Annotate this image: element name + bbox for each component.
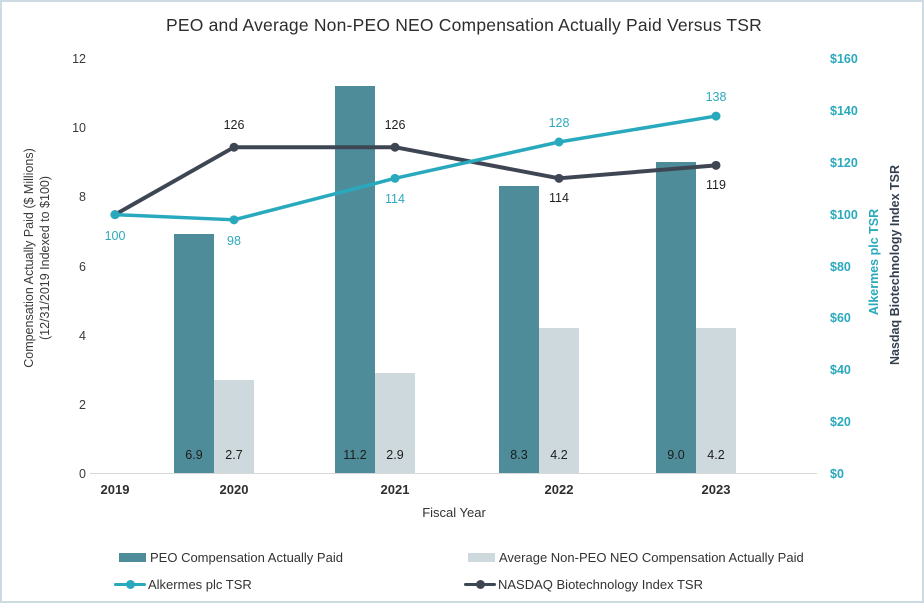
left-axis-tick-label: 2 (79, 397, 86, 412)
line-marker (110, 210, 120, 220)
right-axis-tick-label: $0 (830, 467, 844, 481)
line-point-label: 128 (548, 116, 570, 130)
peo-bar-swatch (119, 552, 146, 562)
bar-avg-neo-2020 (214, 379, 254, 473)
line-point-label: 126 (384, 118, 406, 133)
line-point-label: 119 (706, 178, 726, 193)
x-axis-category-label: 2023 (701, 482, 731, 497)
x-axis-category-label: 2022 (544, 482, 574, 497)
x-axis-title: Fiscal Year (422, 505, 486, 520)
bar-value-label: 8.3 (510, 448, 528, 462)
line-marker (711, 160, 721, 170)
legend-item-nasdaq-tsr: NASDAQ Biotechnology Index TSR (464, 576, 703, 592)
avg-neo-bar-swatch (468, 552, 495, 562)
alkermes-line-swatch (114, 579, 146, 589)
line-point-label: 138 (705, 90, 727, 105)
left-axis-tick-label: 6 (79, 259, 86, 274)
x-axis-category-label: 2020 (219, 482, 249, 497)
right-axis-title-nasdaq: Nasdaq Biotechnology Index TSR (888, 164, 902, 366)
bar-value-label: 6.9 (185, 448, 203, 462)
right-axis-tick-label: $120 (830, 155, 858, 170)
bar-peo-2023 (656, 161, 696, 473)
line-marker (110, 210, 120, 220)
x-axis-category-label: 2019 (100, 482, 130, 497)
legend-item-alkermes-tsr: Alkermes plc TSR (114, 576, 252, 592)
line-point-label: 100 (104, 228, 126, 243)
left-axis-tick-label: 4 (79, 328, 86, 343)
bar-avg-neo-2022 (539, 327, 579, 473)
bar-avg-neo-2023 (696, 327, 736, 473)
left-axis-tick-label: 0 (79, 467, 86, 481)
bar-value-label: 2.9 (386, 448, 404, 462)
legend-item-peo-compensation: PEO Compensation Actually Paid (119, 549, 343, 565)
right-axis-tick-label: $20 (830, 415, 851, 430)
bar-peo-2022 (499, 185, 539, 473)
x-axis-line (90, 473, 817, 474)
right-axis-tick-label: $40 (830, 363, 851, 378)
nasdaq-line-swatch (464, 579, 496, 589)
line-point-label: 114 (549, 191, 569, 206)
bar-peo-2020 (174, 234, 214, 473)
line-marker (229, 215, 239, 225)
bar-value-label: 9.0 (667, 448, 685, 462)
bar-peo-2021 (335, 85, 375, 473)
x-axis-category-label: 2021 (380, 482, 410, 497)
legend-label-avg-neo: Average Non-PEO NEO Compensation Actuall… (499, 549, 804, 565)
right-axis-tick-label: $80 (830, 259, 851, 274)
legend-label-nasdaq: NASDAQ Biotechnology Index TSR (498, 576, 703, 592)
right-axis-tick-label: $100 (830, 207, 858, 222)
bar-value-label: 2.7 (225, 448, 243, 462)
left-axis-tick-label: 12 (72, 52, 86, 66)
bar-value-label: 4.2 (707, 448, 725, 462)
bar-avg-neo-2021 (375, 372, 415, 473)
line-marker (554, 137, 564, 147)
chart-title: PEO and Average Non-PEO NEO Compensation… (166, 15, 762, 35)
left-axis-title-line1: Compensation Actually Paid ($ Millions) (22, 148, 36, 368)
line-marker (229, 142, 239, 152)
line-point-label: 98 (227, 233, 241, 248)
right-axis-tick-label: $140 (830, 103, 858, 118)
line-point-label: 126 (223, 118, 245, 133)
line-marker (390, 142, 400, 152)
legend-item-avg-neo-compensation: Average Non-PEO NEO Compensation Actuall… (468, 549, 804, 565)
bar-value-label: 4.2 (550, 448, 568, 462)
left-axis-tick-label: 10 (72, 121, 86, 136)
line-marker (554, 173, 564, 183)
legend-label-peo: PEO Compensation Actually Paid (150, 549, 343, 565)
line-point-label: 114 (385, 192, 405, 207)
legend-label-alkermes: Alkermes plc TSR (148, 576, 252, 592)
line-marker (711, 111, 721, 121)
right-axis-tick-label: $160 (830, 52, 858, 66)
bar-value-label: 11.2 (343, 448, 367, 462)
right-axis-tick-label: $60 (830, 311, 851, 326)
line-marker (390, 173, 400, 183)
left-axis-tick-label: 8 (79, 190, 86, 205)
